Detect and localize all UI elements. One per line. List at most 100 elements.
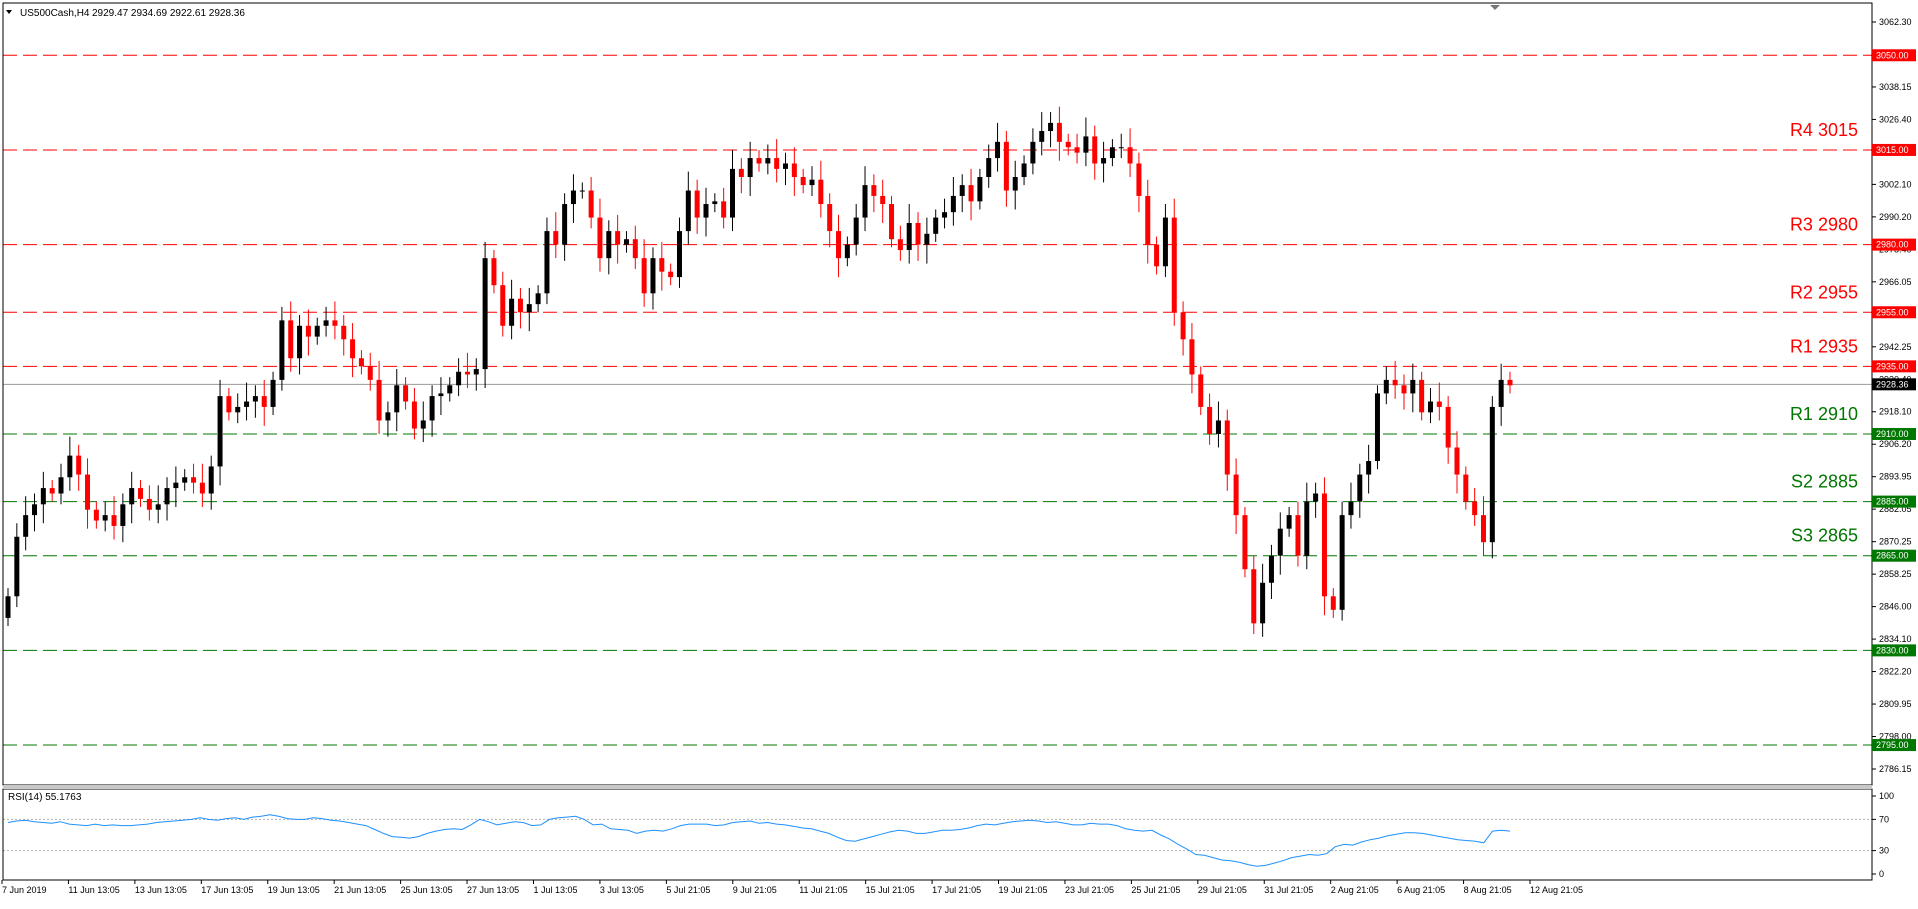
candle-body	[1207, 406, 1213, 434]
candle-body	[942, 212, 948, 218]
y-tick-label: 2870.25	[1879, 537, 1912, 547]
y-tick-label: 2846.00	[1879, 602, 1912, 612]
level-price-tag-text: 2955.00	[1876, 307, 1909, 317]
candle-body	[93, 509, 99, 521]
current-price-tag-text: 2928.36	[1876, 379, 1909, 389]
candle-body	[1277, 528, 1283, 556]
rsi-tick-label: 0	[1879, 869, 1884, 879]
symbol-header: US500Cash,H4	[20, 8, 90, 19]
candle-body	[270, 379, 276, 407]
candle-body	[818, 179, 824, 205]
x-tick-label: 5 Jul 21:05	[666, 885, 710, 895]
y-tick-label: 2822.20	[1879, 667, 1912, 677]
candle-body	[889, 204, 895, 240]
candle-body	[1313, 493, 1319, 502]
candle-body	[376, 379, 382, 421]
candle-body	[906, 222, 912, 251]
x-tick-label: 15 Jul 21:05	[866, 885, 915, 895]
candle-body	[517, 298, 523, 313]
candle-body	[1268, 555, 1274, 583]
candle-body	[880, 195, 886, 205]
candle-body	[1321, 493, 1327, 597]
candle-body	[1489, 406, 1495, 543]
y-tick-label: 2990.20	[1879, 212, 1912, 222]
y-tick-label: 2893.95	[1879, 472, 1912, 482]
level-price-tag-text: 2935.00	[1876, 361, 1909, 371]
candle-body	[164, 488, 170, 505]
candle-body	[420, 420, 426, 429]
y-tick-label: 2882.05	[1879, 504, 1912, 514]
candle-body	[120, 504, 126, 526]
candle-body	[1180, 312, 1186, 340]
candle-body	[1383, 379, 1389, 394]
candle-body	[1463, 474, 1469, 502]
x-tick-label: 25 Jul 21:05	[1131, 885, 1180, 895]
candle-body	[986, 158, 992, 177]
candle-body	[897, 239, 903, 251]
x-tick-label: 9 Jul 21:05	[733, 885, 777, 895]
level-price-tag	[1872, 143, 1916, 156]
candle-body	[535, 293, 541, 305]
candle-body	[659, 258, 665, 272]
candle-body	[1427, 401, 1433, 413]
x-tick-label: 8 Aug 21:05	[1464, 885, 1512, 895]
candle-body	[924, 233, 930, 245]
candle-body	[950, 195, 956, 213]
candle-body	[1454, 447, 1460, 475]
candle-body	[49, 488, 55, 494]
candle-body	[1242, 515, 1248, 570]
level-price-tag	[1872, 739, 1916, 752]
candle-body	[350, 339, 356, 359]
x-tick-label: 11 Jun 13:05	[68, 885, 119, 895]
candle-body	[632, 239, 638, 259]
y-tick-label: 3062.30	[1879, 17, 1912, 27]
candle-body	[1074, 147, 1080, 153]
candle-body	[1021, 163, 1027, 177]
level-price-tag	[1872, 306, 1916, 319]
candle-body	[1374, 393, 1380, 462]
candle-body	[668, 271, 674, 278]
candle-body	[323, 320, 329, 326]
candle-body	[1357, 474, 1363, 502]
x-tick-label: 17 Jul 21:05	[932, 885, 981, 895]
candle-body	[1436, 401, 1442, 407]
candle-body	[606, 231, 612, 259]
candle-body	[1295, 515, 1301, 556]
candle-body	[1419, 379, 1425, 413]
y-tick-label: 2798.00	[1879, 732, 1912, 742]
candle-body	[844, 244, 850, 259]
candle-body	[367, 366, 373, 380]
candle-body	[615, 231, 621, 245]
candle-body	[1410, 379, 1416, 394]
level-price-tag	[1872, 427, 1916, 440]
candle-body	[836, 231, 842, 259]
rsi-tick-label: 70	[1879, 814, 1889, 824]
y-tick-label: 2858.25	[1879, 569, 1912, 579]
level-price-tag	[1872, 360, 1916, 373]
x-tick-label: 12 Aug 21:05	[1530, 885, 1583, 895]
level-price-tag-text: 2830.00	[1876, 645, 1909, 655]
candle-body	[235, 406, 241, 413]
x-tick-label: 21 Jun 13:05	[334, 885, 386, 895]
x-tick-label: 6 Aug 21:05	[1397, 885, 1445, 895]
candle-body	[712, 201, 718, 205]
candle-body	[1162, 217, 1168, 267]
candle-body	[358, 358, 364, 367]
candle-body	[641, 258, 647, 294]
x-tick-label: 19 Jul 21:05	[999, 885, 1048, 895]
candle-body	[862, 185, 868, 218]
candle-body	[1507, 379, 1513, 386]
pane-separator[interactable]	[3, 785, 1872, 789]
candle-body	[1251, 569, 1257, 624]
collapse-triangle-icon[interactable]	[6, 10, 12, 14]
candle-body	[191, 477, 197, 483]
x-tick-label: 23 Jul 21:05	[1065, 885, 1114, 895]
candle-body	[853, 217, 859, 245]
candle-body	[579, 190, 585, 192]
candle-body	[1101, 158, 1107, 164]
shift-marker-icon[interactable]	[1490, 5, 1500, 10]
candle-body	[977, 176, 983, 202]
candle-body	[182, 477, 188, 483]
candle-body	[623, 239, 629, 245]
